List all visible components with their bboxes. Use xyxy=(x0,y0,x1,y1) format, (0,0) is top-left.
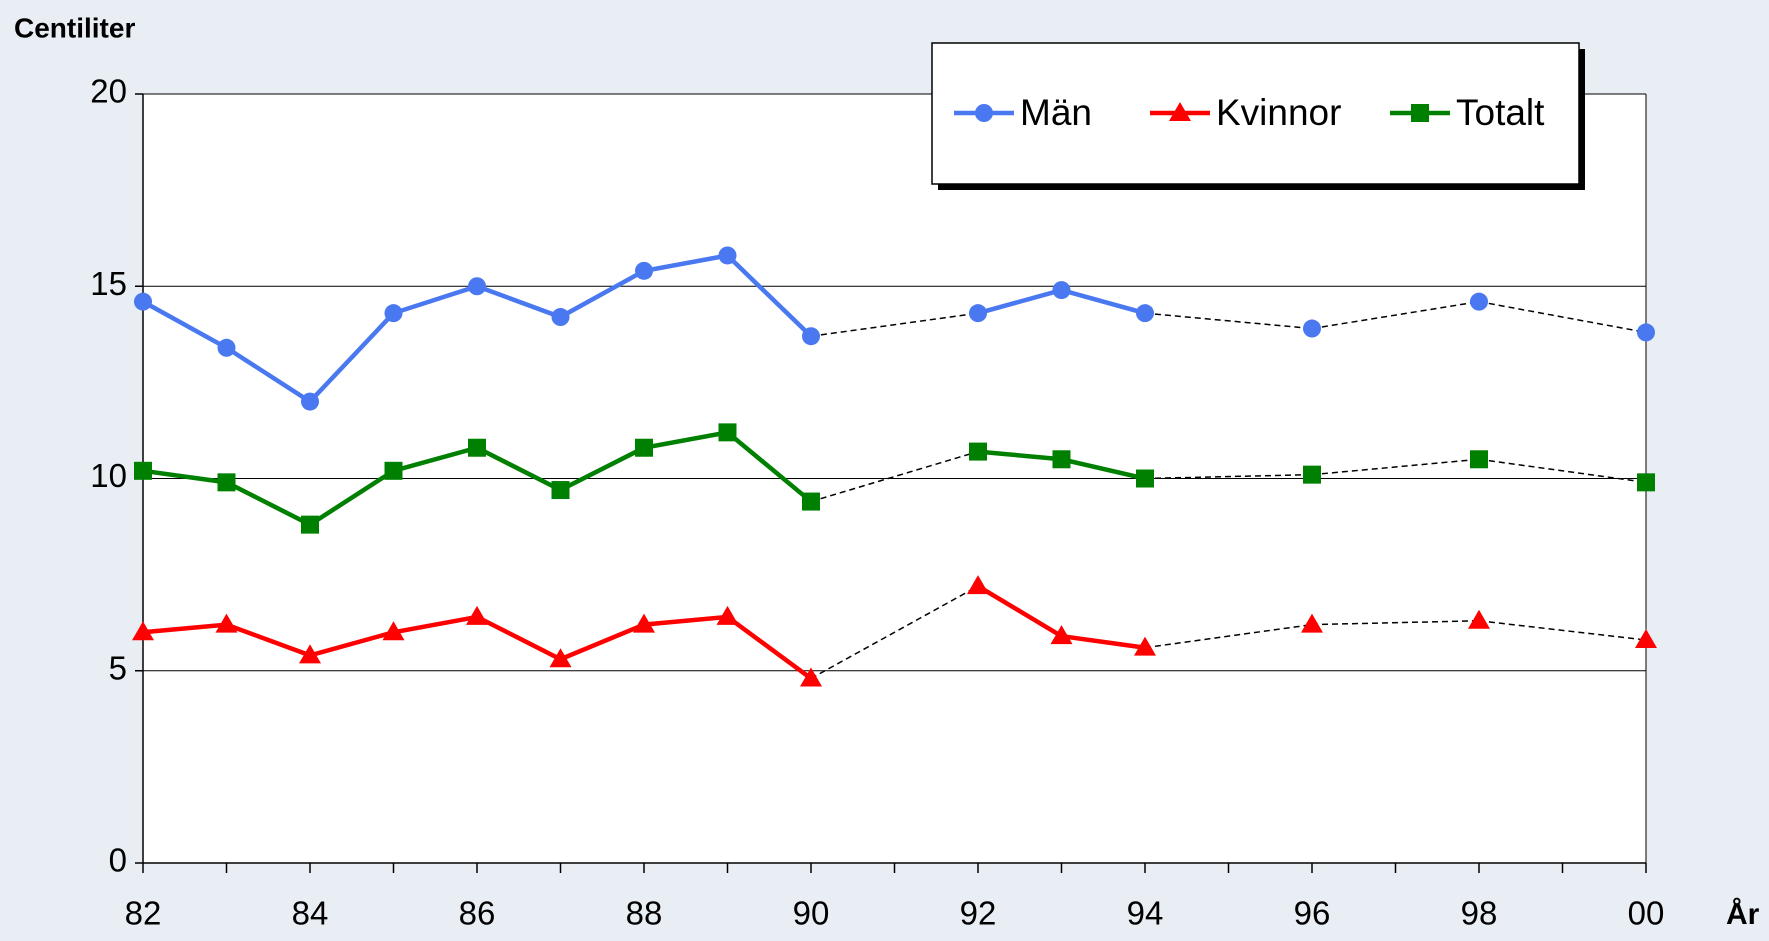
data-point xyxy=(802,492,820,511)
legend-marker xyxy=(975,104,993,122)
data-point xyxy=(967,575,989,595)
x-axis-label: År xyxy=(1726,898,1760,931)
data-point xyxy=(1052,450,1071,469)
data-point xyxy=(1052,281,1071,300)
gap-connector xyxy=(1478,458,1647,484)
data-point xyxy=(384,304,403,323)
x-tick-label: 98 xyxy=(1461,895,1498,932)
data-point xyxy=(1136,304,1154,323)
data-point xyxy=(718,423,737,442)
x-tick-label: 82 xyxy=(125,895,162,932)
gap-connector xyxy=(1144,623,1313,649)
gap-connector xyxy=(1311,300,1480,330)
x-tick-label: 00 xyxy=(1628,895,1665,932)
data-point xyxy=(215,613,238,633)
x-tick-label: 90 xyxy=(793,895,830,932)
legend-marker xyxy=(1411,104,1429,122)
data-point xyxy=(635,261,653,280)
gap-connector xyxy=(1144,473,1313,480)
data-point xyxy=(551,481,570,500)
data-point xyxy=(1637,473,1655,492)
y-tick-label: 10 xyxy=(90,457,127,494)
y-tick-label: 0 xyxy=(109,842,127,879)
data-point xyxy=(1050,625,1073,645)
gap-connector xyxy=(1311,620,1480,626)
legend-label: Kvinnor xyxy=(1216,92,1341,133)
data-point xyxy=(969,304,987,323)
data-point xyxy=(134,461,152,480)
data-point xyxy=(718,246,737,265)
data-point xyxy=(969,442,987,461)
data-point xyxy=(800,667,822,687)
gap-connector xyxy=(810,585,979,680)
data-point xyxy=(468,277,486,296)
data-point xyxy=(384,461,403,480)
legend-label: Män xyxy=(1020,92,1092,133)
data-point xyxy=(1303,319,1321,338)
data-point xyxy=(633,613,655,633)
data-point xyxy=(1134,636,1156,656)
data-point xyxy=(468,438,486,457)
data-point xyxy=(1470,292,1488,311)
legend-marker xyxy=(1169,102,1191,121)
data-point xyxy=(466,605,488,625)
data-point xyxy=(217,338,236,357)
gap-connector xyxy=(1144,312,1313,330)
data-point xyxy=(301,392,319,411)
data-point xyxy=(132,621,154,641)
gap-connector xyxy=(1311,458,1480,476)
data-point xyxy=(1301,613,1323,633)
x-tick-label: 88 xyxy=(626,895,663,932)
data-point xyxy=(716,605,739,625)
data-point xyxy=(635,438,653,457)
gap-connector xyxy=(810,312,979,337)
data-point xyxy=(1635,628,1657,648)
data-point xyxy=(1637,323,1655,342)
data-point xyxy=(1136,469,1154,488)
data-point xyxy=(1303,465,1321,484)
data-point xyxy=(301,515,319,534)
gap-connector xyxy=(1478,620,1647,641)
x-tick-label: 84 xyxy=(292,895,329,932)
data-point xyxy=(549,648,572,668)
y-tick-label: 20 xyxy=(90,73,127,110)
legend xyxy=(931,42,1580,185)
data-point xyxy=(1470,450,1488,469)
data-point xyxy=(1468,609,1490,629)
legend-label: Totalt xyxy=(1456,92,1545,133)
x-tick-label: 94 xyxy=(1127,895,1164,932)
data-point xyxy=(217,473,236,492)
y-tick-label: 15 xyxy=(90,265,127,302)
data-point xyxy=(802,327,820,346)
x-tick-label: 92 xyxy=(960,895,997,932)
x-tick-label: 96 xyxy=(1294,895,1331,932)
y-tick-label: 5 xyxy=(109,649,127,686)
gap-connector xyxy=(810,450,979,503)
y-axis-label: Centiliter xyxy=(14,12,135,43)
gap-connector xyxy=(1478,300,1647,334)
data-point xyxy=(134,292,152,311)
data-point xyxy=(299,644,321,664)
data-point xyxy=(551,308,570,327)
data-point xyxy=(382,621,405,641)
x-tick-label: 86 xyxy=(459,895,496,932)
